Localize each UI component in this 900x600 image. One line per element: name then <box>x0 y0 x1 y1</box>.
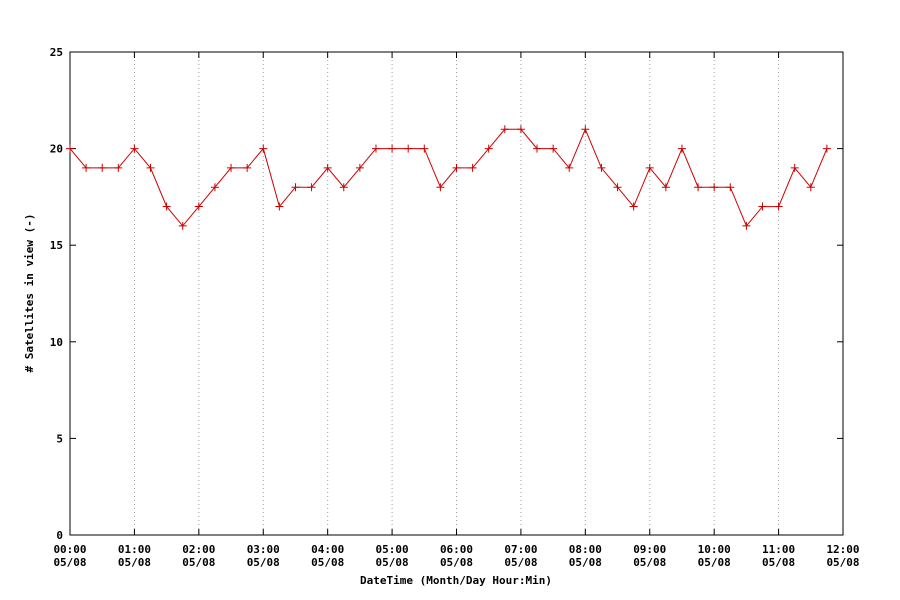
data-point <box>114 163 123 172</box>
data-point <box>323 163 332 172</box>
x-axis-ticks: 00:0005/0801:0005/0802:0005/0803:0005/08… <box>53 52 860 569</box>
x-tick-label-date: 05/08 <box>762 556 795 569</box>
satellites-series <box>66 125 831 230</box>
data-point <box>533 144 542 153</box>
data-point <box>758 202 767 211</box>
y-tick-label: 25 <box>50 46 63 59</box>
y-tick-label: 15 <box>50 239 63 252</box>
data-point <box>98 163 107 172</box>
data-point <box>162 202 171 211</box>
data-point <box>130 144 139 153</box>
data-point <box>565 163 574 172</box>
x-tick-label-time: 12:00 <box>826 543 859 556</box>
data-point <box>468 163 477 172</box>
y-axis-title: # Satellites in view (-) <box>23 214 36 373</box>
data-point <box>742 221 751 230</box>
data-point <box>516 125 525 134</box>
x-tick-label-time: 00:00 <box>53 543 86 556</box>
data-point <box>629 202 638 211</box>
data-point <box>694 183 703 192</box>
series-line <box>69 128 828 227</box>
data-point <box>146 163 155 172</box>
data-point <box>484 144 493 153</box>
x-tick-label-date: 05/08 <box>376 556 409 569</box>
x-tick-label-date: 05/08 <box>633 556 666 569</box>
data-point <box>259 144 268 153</box>
x-tick-label-date: 05/08 <box>53 556 86 569</box>
data-point <box>710 183 719 192</box>
data-point <box>500 125 509 134</box>
data-point <box>549 144 558 153</box>
x-tick-label-time: 01:00 <box>118 543 151 556</box>
x-tick-label-date: 05/08 <box>826 556 859 569</box>
x-tick-label-time: 04:00 <box>311 543 344 556</box>
x-tick-label-time: 10:00 <box>698 543 731 556</box>
x-tick-label-time: 05:00 <box>376 543 409 556</box>
x-tick-label-date: 05/08 <box>504 556 537 569</box>
x-tick-label-date: 05/08 <box>118 556 151 569</box>
y-tick-label: 20 <box>50 143 63 156</box>
data-point <box>275 202 284 211</box>
data-point <box>661 183 670 192</box>
y-tick-label: 10 <box>50 336 63 349</box>
x-tick-label-date: 05/08 <box>440 556 473 569</box>
data-point <box>66 144 74 153</box>
x-tick-label-time: 06:00 <box>440 543 473 556</box>
data-point <box>726 183 735 192</box>
data-point <box>613 183 622 192</box>
data-point <box>806 183 815 192</box>
y-tick-label: 0 <box>56 529 63 542</box>
data-point <box>210 183 219 192</box>
vertical-grid-lines <box>133 52 780 535</box>
data-point <box>291 183 300 192</box>
x-tick-label-date: 05/08 <box>247 556 280 569</box>
x-tick-label-date: 05/08 <box>311 556 344 569</box>
data-point <box>339 183 348 192</box>
data-point <box>822 144 831 153</box>
data-point <box>388 144 397 153</box>
data-point <box>581 125 590 134</box>
y-tick-label: 5 <box>56 432 63 445</box>
x-tick-label-date: 05/08 <box>182 556 215 569</box>
data-point <box>178 221 187 230</box>
x-tick-label-time: 07:00 <box>504 543 537 556</box>
data-point <box>597 163 606 172</box>
data-point <box>677 144 686 153</box>
data-point <box>307 183 316 192</box>
x-tick-label-time: 11:00 <box>762 543 795 556</box>
x-axis-title: DateTime (Month/Day Hour:Min) <box>360 574 552 587</box>
data-point <box>355 163 364 172</box>
x-tick-label-time: 08:00 <box>569 543 602 556</box>
data-point <box>774 202 783 211</box>
data-point <box>452 163 461 172</box>
data-point <box>436 183 445 192</box>
data-point <box>404 144 413 153</box>
data-point <box>645 163 654 172</box>
x-tick-label-time: 09:00 <box>633 543 666 556</box>
x-tick-label-time: 02:00 <box>182 543 215 556</box>
data-point <box>420 144 429 153</box>
x-tick-label-time: 03:00 <box>247 543 280 556</box>
data-point <box>194 202 203 211</box>
data-point <box>790 163 799 172</box>
data-point <box>82 163 91 172</box>
data-point <box>243 163 252 172</box>
data-point <box>371 144 380 153</box>
data-point <box>227 163 236 172</box>
x-tick-label-date: 05/08 <box>569 556 602 569</box>
y-axis-ticks: 0 5 10 15 20 25 <box>50 46 843 542</box>
x-tick-label-date: 05/08 <box>698 556 731 569</box>
